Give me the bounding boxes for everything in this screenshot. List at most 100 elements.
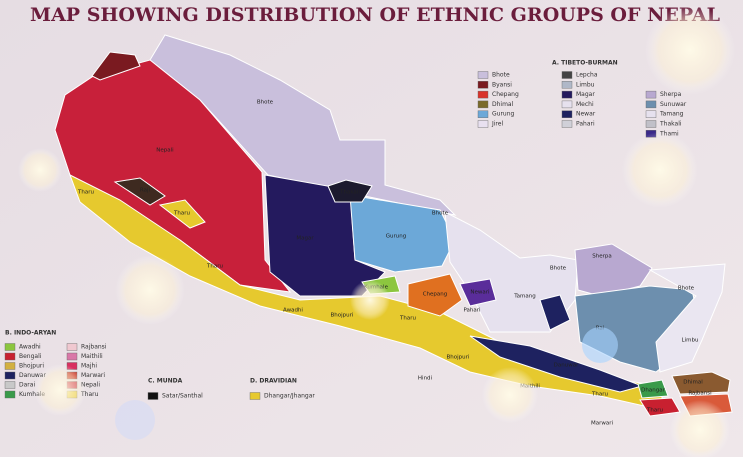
region-label: Marwari (591, 421, 614, 427)
legend-label: Tharu (80, 391, 99, 398)
legend-swatch (4, 371, 16, 380)
region-label: Bhote (550, 266, 567, 272)
region (113, 177, 166, 206)
legend-swatch (561, 71, 573, 79)
legend-swatch (645, 100, 657, 109)
region-label: Sherpa (592, 254, 611, 260)
legend-swatch (645, 130, 657, 138)
legend-swatch (66, 362, 78, 370)
region (327, 179, 373, 203)
region-label: Magar (296, 236, 314, 242)
legend-swatch (477, 100, 489, 109)
legend-swatch (66, 352, 78, 361)
legend-label: Marwari (81, 372, 105, 379)
legend-label: Danuwar (19, 372, 46, 379)
legend-label: Chepang (492, 91, 519, 98)
legend-label: Thami (659, 130, 679, 137)
region-label: Thakali (339, 190, 360, 196)
legend-swatch (4, 362, 16, 370)
legend-label: Sherpa (660, 91, 682, 98)
legend-swatch (4, 352, 16, 361)
region (349, 194, 456, 273)
legend-swatch (4, 343, 16, 351)
legend-heading: C. MUNDA (148, 378, 183, 385)
region-label: Maithili (520, 384, 540, 390)
legend-swatch (645, 120, 657, 128)
region-label: Hindi (418, 376, 433, 382)
legend-label: Gurung (492, 111, 515, 118)
legend-label: Kumhale (19, 391, 45, 398)
region-label: Bhojpuri (447, 355, 470, 361)
legend-swatch (645, 110, 657, 118)
legend-label: Tamang (659, 111, 684, 118)
region-label: Bhojpuri (331, 313, 354, 319)
region-label: Tharu (646, 408, 663, 414)
legend-label: Rajbansi (81, 344, 107, 351)
region (648, 263, 726, 373)
region (91, 51, 141, 81)
region-label: Tharu (591, 392, 608, 398)
region-label: Tharu (173, 211, 190, 217)
region-label: Dhimal (683, 380, 703, 386)
region-label: Newari (470, 290, 490, 296)
legend-label: Byansi (492, 81, 512, 88)
region-label: Tamang (513, 294, 536, 300)
legend-label: Bhojpuri (19, 363, 44, 370)
legend-swatch (561, 110, 573, 118)
region (407, 273, 463, 317)
title: MAP SHOWING DISTRIBUTION OF ETHNIC GROUP… (30, 4, 720, 26)
region-label: Limbu (682, 338, 699, 344)
legend-label: Mechi (576, 101, 594, 108)
legend-swatch (477, 110, 489, 118)
legend-label: Darai (19, 382, 35, 389)
legend-label: Pahari (576, 121, 595, 128)
legend-label: Nepali (81, 382, 100, 389)
region-label: Bhote (678, 286, 695, 292)
legend-swatch (147, 392, 159, 400)
legend-heading: D. DRAVIDIAN (250, 378, 297, 385)
region-label: Raji (140, 188, 151, 194)
legend-label: Dhangar/Jhangar (264, 393, 315, 400)
region-label: Kumhale (364, 285, 389, 291)
region-label: Pahari (463, 308, 481, 314)
legend-swatch (66, 343, 78, 351)
legend-label: Magar (576, 91, 595, 98)
legend-label: Thakali (659, 121, 682, 128)
region-label: Chepang (423, 292, 448, 298)
legend-label: Sunuwar (660, 101, 687, 108)
region-label: Nepali (156, 148, 174, 154)
legend-label: Satar/Santhal (162, 393, 203, 400)
region-label: Awadhi (283, 308, 303, 314)
region (637, 379, 669, 399)
region (469, 335, 644, 393)
region (539, 294, 571, 331)
region-label: Rajbansi (688, 391, 712, 397)
legend-label: Majhi (81, 363, 97, 370)
region (671, 371, 731, 395)
legend: A. TIBETO-BURMAN Bhote Byansi Chepang Dhimal… (4, 60, 687, 400)
region (158, 199, 206, 229)
legend-label: Bengali (19, 353, 42, 360)
legend-swatch (66, 390, 78, 399)
region-label: Danuwar (554, 363, 579, 369)
legend-swatch (561, 120, 573, 128)
legend-swatch (561, 90, 573, 99)
region (459, 278, 497, 307)
legend-swatch (561, 81, 573, 89)
region (574, 243, 653, 297)
legend-swatch (561, 100, 573, 109)
legend-label: Maithili (81, 353, 103, 360)
legend-heading: B. INDO-ARYAN (5, 330, 56, 337)
region-label: Tharu (206, 264, 223, 270)
region-label: Gurung (386, 234, 406, 240)
legend-heading: A. TIBETO-BURMAN (552, 60, 618, 67)
region-label: Tharu (399, 316, 416, 322)
legend-swatch (645, 90, 657, 99)
region (679, 393, 733, 417)
legend-label: Bhote (492, 72, 510, 79)
legend-swatch (249, 392, 261, 400)
legend-swatch (477, 90, 489, 99)
legend-label: Limbu (576, 81, 595, 88)
region-label: Rai (596, 326, 605, 332)
regions (54, 34, 733, 417)
